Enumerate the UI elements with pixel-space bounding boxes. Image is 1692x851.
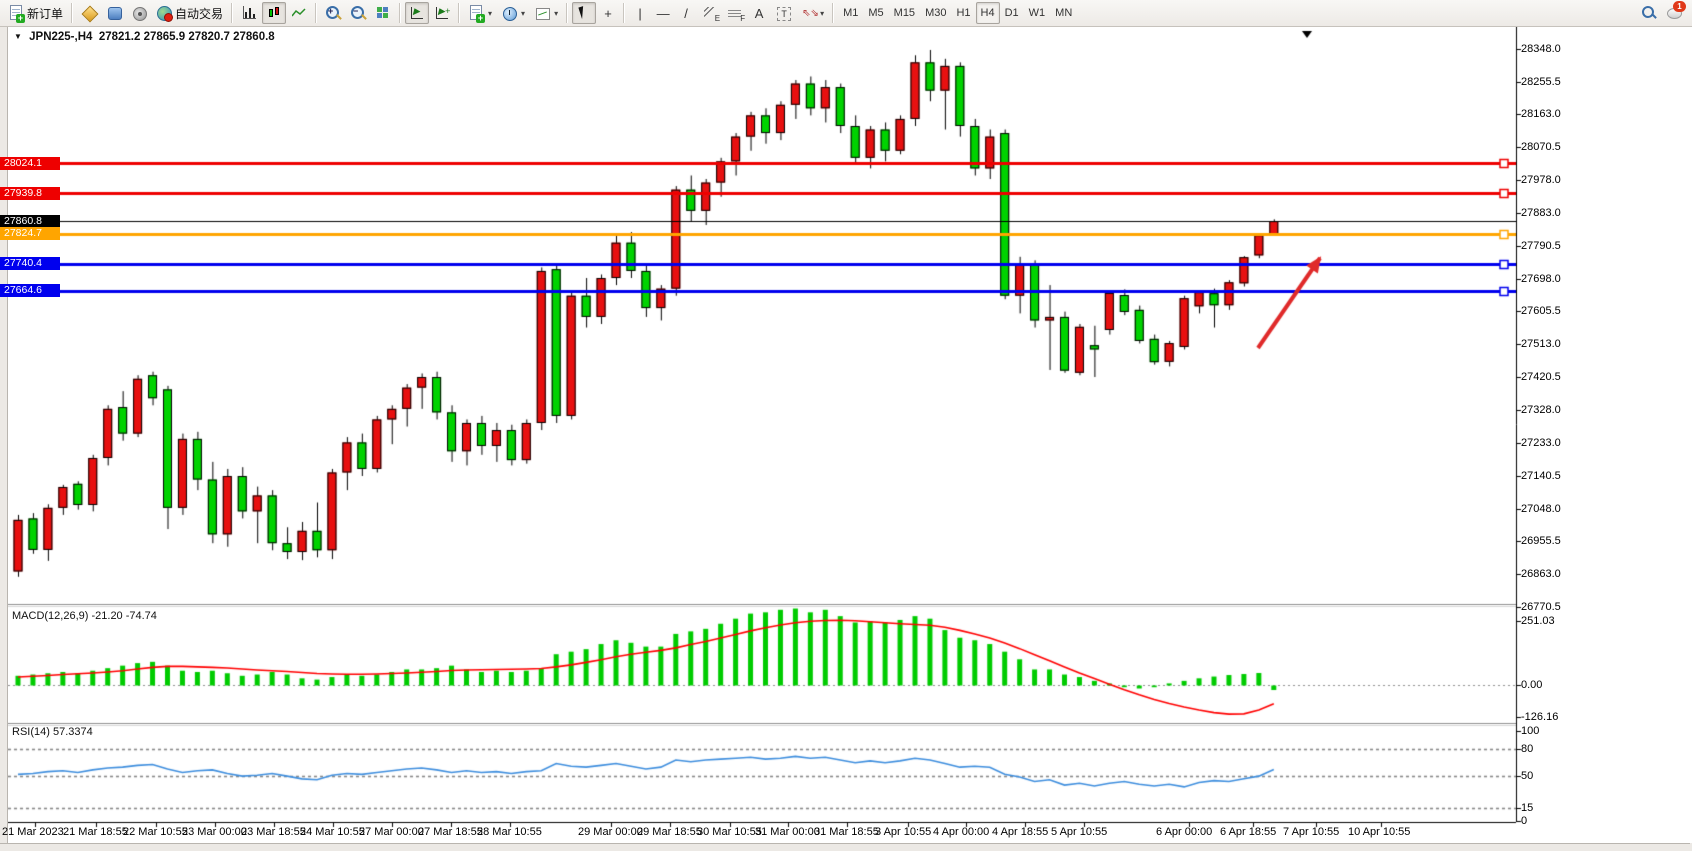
- timeframe-m5-button[interactable]: M5: [868, 7, 884, 19]
- speaker-icon: [131, 5, 148, 21]
- cursor-icon: [576, 4, 592, 21]
- price-chart-canvas[interactable]: [8, 27, 1692, 843]
- crosshair-tool-button[interactable]: +: [597, 2, 619, 24]
- zoom-in-button[interactable]: +: [321, 2, 345, 24]
- window-frame-left: [0, 27, 8, 851]
- candlestick-button[interactable]: [262, 2, 287, 24]
- timeframe-h1-button[interactable]: H1: [956, 7, 971, 19]
- hline-icon: —: [656, 5, 670, 21]
- macd-values: -21.20 -74.74: [91, 610, 157, 622]
- candlestick-icon: [266, 5, 282, 21]
- trendline-icon: /: [684, 5, 688, 21]
- separator: [566, 3, 569, 23]
- timeframe-m30-button[interactable]: M30: [925, 7, 947, 19]
- crosshair-icon: +: [604, 5, 612, 21]
- search-button[interactable]: [1637, 2, 1661, 24]
- timeframe-bar: M1 M5 M15 M30 H1 H4 D1 W1 MN: [838, 2, 1077, 24]
- arrows-icon: ⇖⇘: [802, 8, 819, 19]
- text-icon: A: [754, 5, 764, 21]
- auto-trading-button[interactable]: 自动交易: [152, 2, 227, 24]
- textbox-icon: T: [775, 5, 792, 21]
- alerts-button[interactable]: [127, 2, 151, 24]
- vline-tool-button[interactable]: |: [629, 2, 651, 24]
- toolbar: + 新订单 自动交易 + − ▶ ▶+ + ▾ ▾ ▾ + | — / E F: [0, 0, 1692, 27]
- auto-trading-label: 自动交易: [175, 6, 224, 21]
- bar-chart-button[interactable]: [237, 2, 261, 24]
- periods-button[interactable]: ▾: [497, 2, 529, 24]
- template-icon: [534, 5, 551, 21]
- gem-icon: [81, 5, 99, 23]
- window-frame-bottom: [0, 843, 1692, 851]
- timeframe-m1-button[interactable]: M1: [843, 7, 859, 19]
- chart-shift-icon: ▶+: [434, 5, 450, 21]
- globe-icon: [156, 5, 174, 22]
- new-order-icon: +: [8, 5, 25, 23]
- timeframe-m15-button[interactable]: M15: [893, 7, 916, 19]
- separator: [458, 3, 461, 23]
- indicators-button[interactable]: + ▾: [464, 2, 496, 24]
- new-order-button[interactable]: + 新订单: [4, 2, 67, 24]
- channel-icon: E: [702, 5, 720, 23]
- hline-tool-button[interactable]: —: [652, 2, 674, 24]
- separator: [399, 3, 402, 23]
- auto-scroll-button[interactable]: ▶: [405, 2, 430, 24]
- notifications-button[interactable]: 1: [1662, 1, 1686, 24]
- separator: [832, 3, 835, 23]
- tile-windows-button[interactable]: [371, 2, 395, 24]
- clock-icon: [501, 5, 518, 21]
- tile-windows-icon: [375, 5, 391, 21]
- textbox-tool-button[interactable]: T: [771, 2, 795, 24]
- timeframe-h4-button[interactable]: H4: [975, 2, 1000, 24]
- notification-badge: 1: [1673, 1, 1686, 12]
- zoom-out-button[interactable]: −: [346, 2, 370, 24]
- vline-icon: |: [638, 5, 642, 21]
- separator: [231, 3, 234, 23]
- separator: [71, 3, 74, 23]
- auto-scroll-icon: ▶: [409, 5, 425, 21]
- text-tool-button[interactable]: A: [748, 2, 770, 24]
- timeframe-mn-button[interactable]: MN: [1055, 7, 1073, 19]
- macd-label: MACD(12,26,9) -21.20 -74.74: [12, 610, 157, 622]
- cursor-tool-button[interactable]: [572, 2, 597, 24]
- line-chart-icon: [291, 5, 307, 21]
- separator: [623, 3, 626, 23]
- rsi-label: RSI(14) 57.3374: [12, 726, 93, 738]
- timeframe-w1-button[interactable]: W1: [1028, 7, 1046, 19]
- navigator-icon: [106, 5, 123, 21]
- market-watch-button[interactable]: [77, 2, 101, 24]
- line-chart-button[interactable]: [287, 2, 311, 24]
- templates-button[interactable]: ▾: [530, 2, 562, 24]
- zoom-in-icon: +: [325, 5, 341, 21]
- search-icon: [1641, 5, 1657, 21]
- channel-tool-button[interactable]: E: [698, 2, 722, 24]
- timeframe-d1-button[interactable]: D1: [1004, 7, 1019, 19]
- bar-chart-icon: [241, 5, 257, 21]
- chart-symbol: JPN225-,H4: [29, 31, 93, 43]
- chart-ohlc: 27821.2 27865.9 27820.7 27860.8: [98, 31, 275, 43]
- rsi-value: 57.3374: [52, 726, 93, 738]
- indicators-icon: +: [468, 5, 486, 23]
- chart-title: ▼ JPN225-,H4 27821.2 27865.9 27820.7 278…: [14, 31, 275, 43]
- trendline-tool-button[interactable]: /: [675, 2, 697, 24]
- chat-bubble-icon: 1: [1666, 1, 1686, 21]
- arrows-tool-button[interactable]: ⇖⇘ ▾: [796, 2, 828, 24]
- one-click-trading-arrow-icon[interactable]: ▼: [14, 32, 22, 41]
- chart-shift-button[interactable]: ▶+: [430, 2, 454, 24]
- navigator-button[interactable]: [102, 2, 126, 24]
- zoom-out-icon: −: [350, 5, 366, 21]
- fibonacci-icon: F: [727, 5, 745, 23]
- new-order-label: 新订单: [27, 6, 64, 21]
- fibonacci-tool-button[interactable]: F: [723, 2, 747, 24]
- separator: [315, 3, 318, 23]
